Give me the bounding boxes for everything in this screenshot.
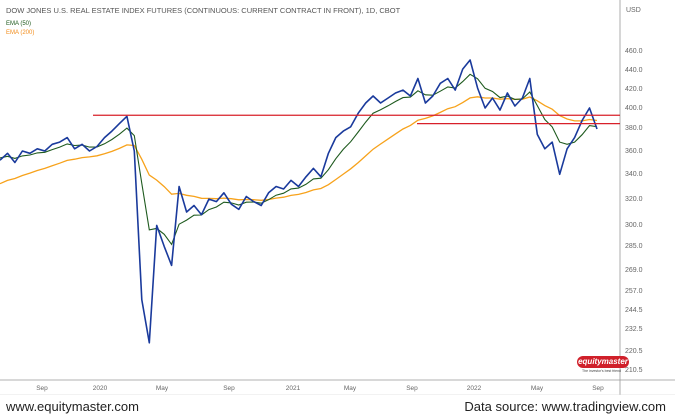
- y-tick-label: 400.0: [625, 105, 643, 112]
- legend-ema50: EMA (50): [6, 21, 32, 27]
- x-tick-label: Sep: [223, 385, 235, 392]
- legend-ema200: EMA (200): [6, 30, 35, 36]
- ema200-line: [0, 96, 598, 201]
- x-tick-label: Sep: [592, 385, 604, 392]
- y-tick-label: 340.0: [625, 171, 643, 178]
- price-line: [0, 59, 598, 344]
- equitymaster-logo: equitymaster: [577, 356, 629, 368]
- y-tick-label: 360.0: [625, 148, 643, 155]
- y-tick-label: 440.0: [625, 67, 643, 74]
- y-tick-label: 420.0: [625, 86, 643, 93]
- x-tick-label: 2021: [286, 385, 301, 392]
- ema50-line: [0, 73, 598, 246]
- y-tick-label: 210.5: [625, 367, 643, 374]
- x-tick-label: May: [156, 385, 169, 392]
- footer-source: Data source: www.tradingview.com: [464, 399, 666, 414]
- y-tick-label: 220.5: [625, 348, 643, 355]
- logo-tagline: The investor's best friend: [582, 369, 621, 373]
- y-tick-label: 285.0: [625, 243, 643, 250]
- y-tick-label: 257.0: [625, 288, 643, 295]
- x-tick-label: May: [531, 385, 544, 392]
- chart-title: DOW JONES U.S. REAL ESTATE INDEX FUTURES…: [6, 6, 401, 15]
- y-tick-label: 269.0: [625, 267, 643, 274]
- footer-website: www.equitymaster.com: [6, 399, 139, 414]
- y-tick-label: 460.0: [625, 48, 643, 55]
- x-tick-label: 2022: [467, 385, 482, 392]
- y-tick-label: 380.0: [625, 125, 643, 132]
- x-tick-label: 2020: [93, 385, 108, 392]
- currency-label: USD: [626, 7, 641, 14]
- price-chart: USD 460.0 440.0 420.0 400.0 380.0 360.0 340.0 32…: [0, 0, 675, 395]
- x-tick-label: Sep: [36, 385, 48, 392]
- y-tick-label: 300.0: [625, 222, 643, 229]
- x-tick-label: Sep: [406, 385, 418, 392]
- y-tick-label: 244.5: [625, 307, 643, 314]
- x-tick-label: May: [344, 385, 357, 392]
- y-tick-label: 320.0: [625, 196, 643, 203]
- y-tick-label: 232.5: [625, 326, 643, 333]
